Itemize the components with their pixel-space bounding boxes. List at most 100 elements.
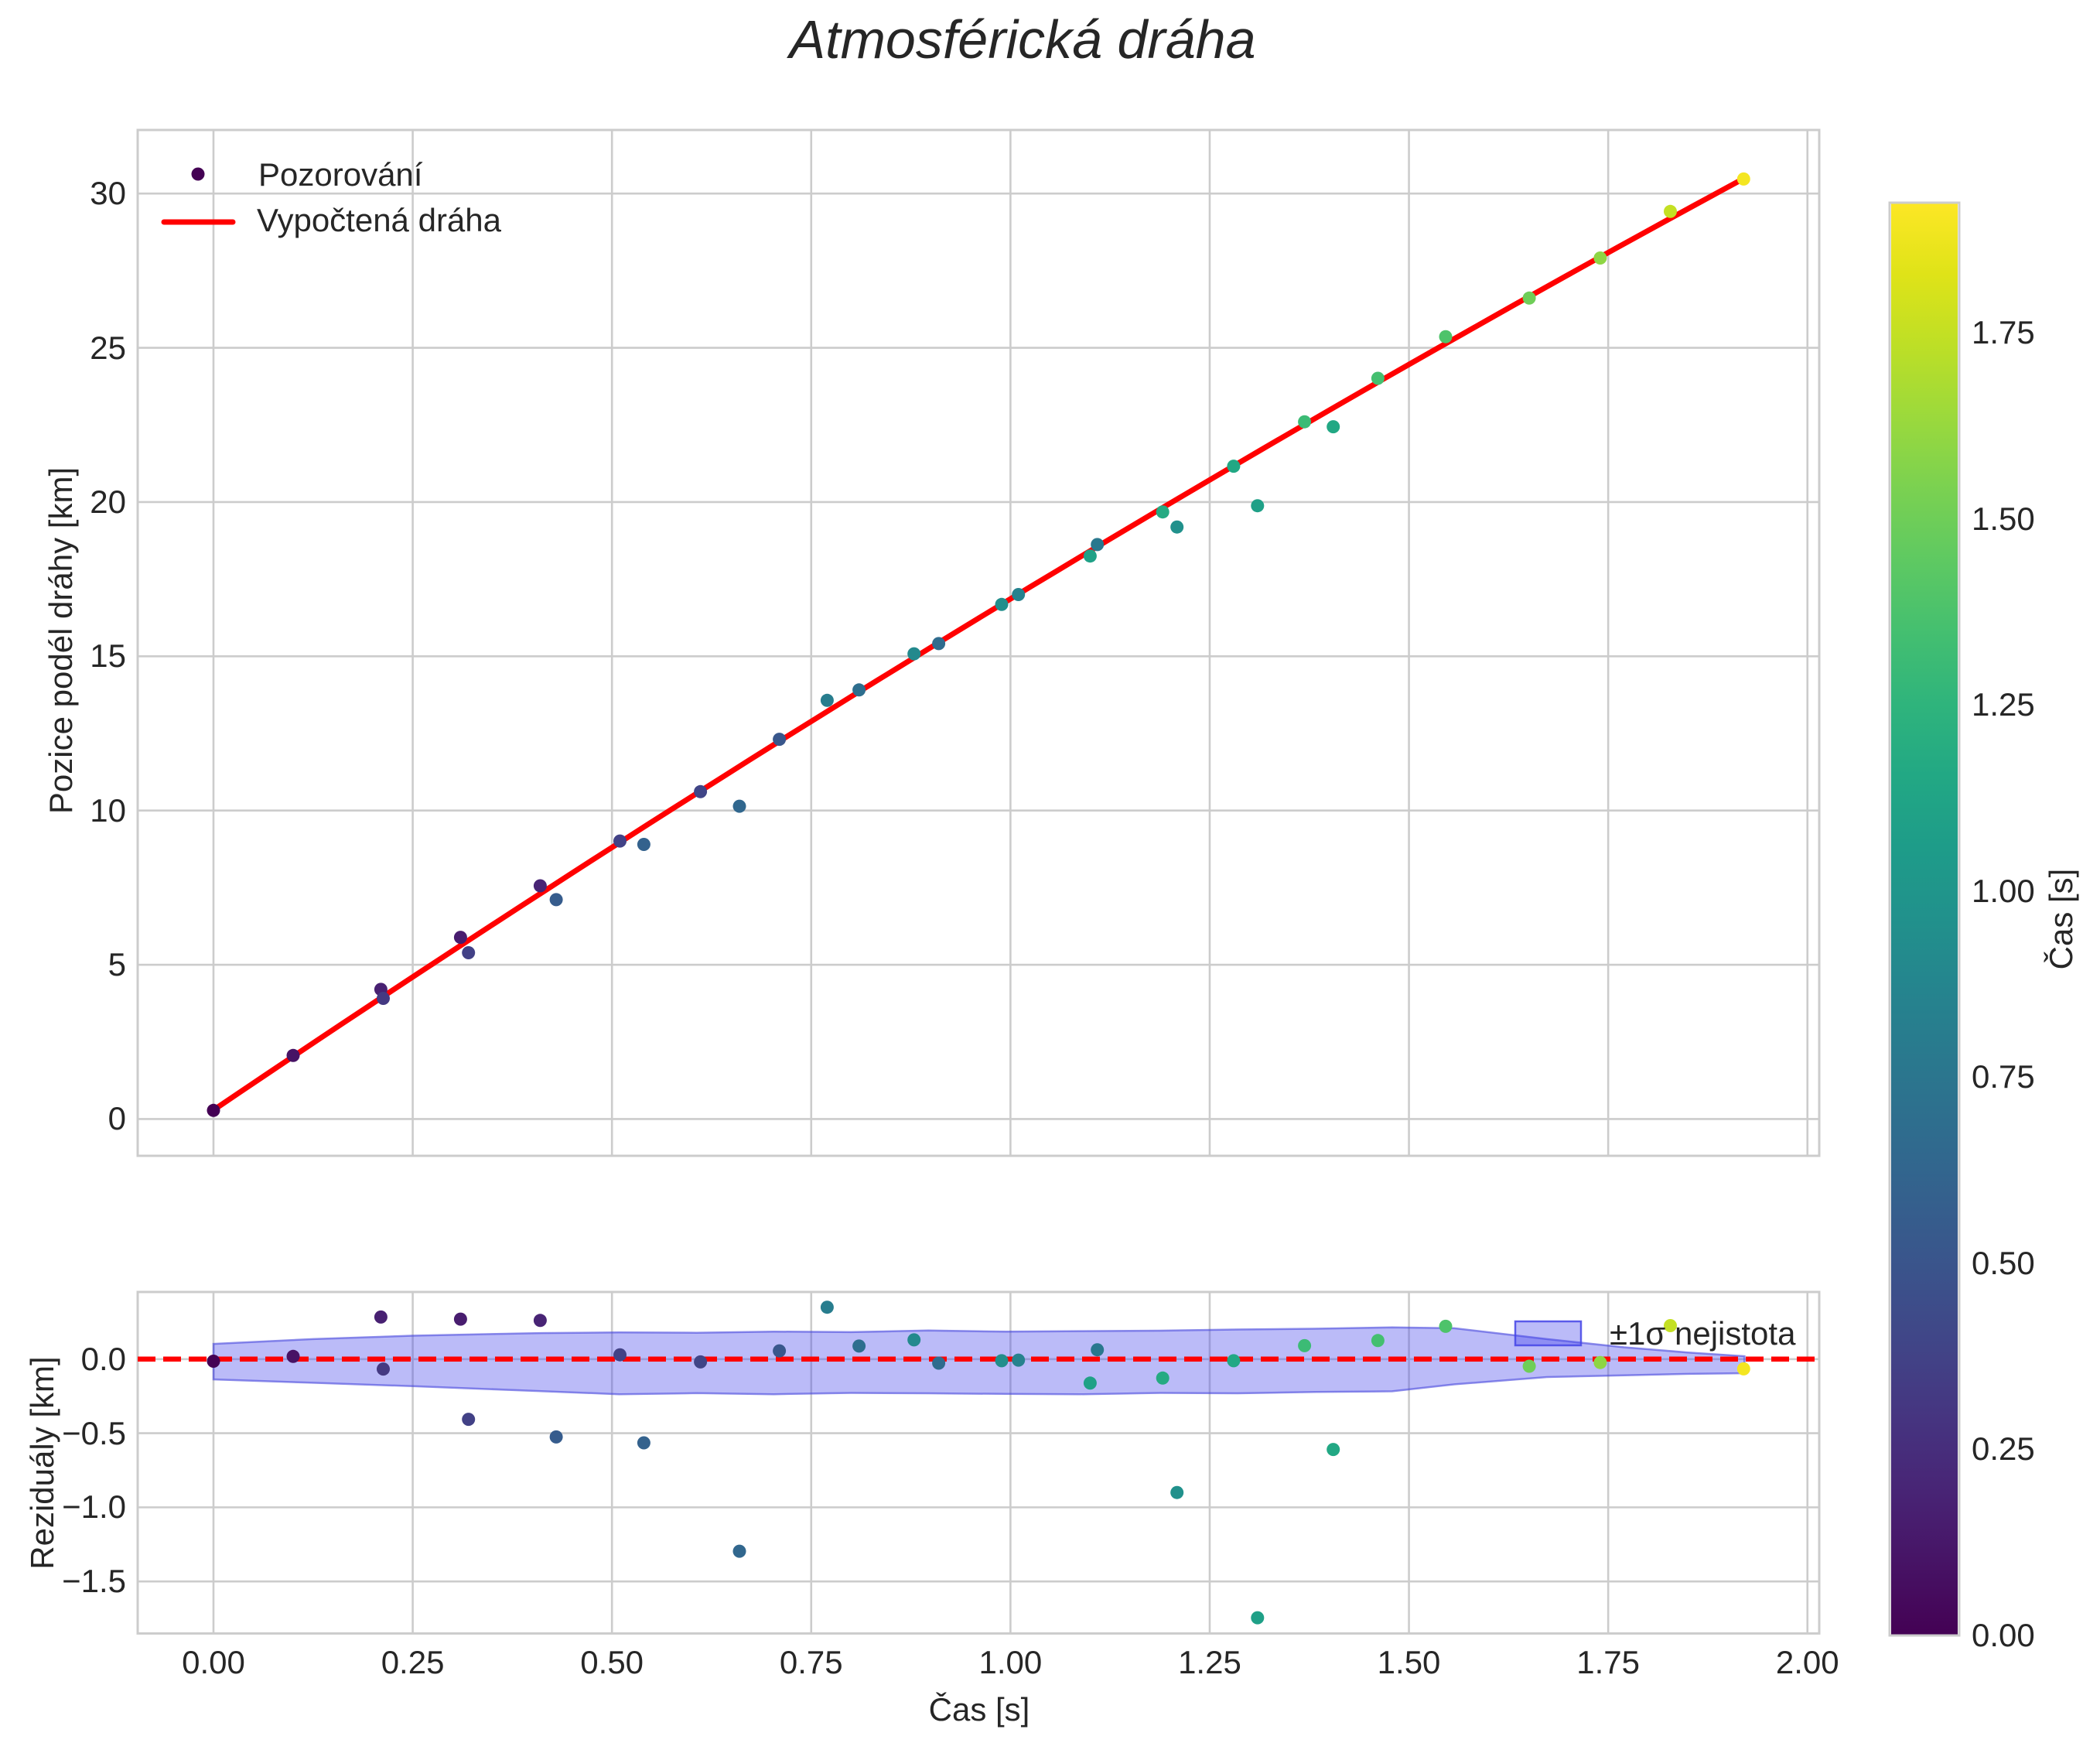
observation-point [549, 893, 563, 907]
observation-point [1593, 251, 1607, 265]
residual-point [1170, 1485, 1184, 1499]
residual-point [637, 1436, 650, 1450]
observation-point [637, 838, 650, 851]
residual-point [374, 1310, 388, 1324]
fit-line [211, 175, 1747, 1112]
residual-point [533, 1314, 547, 1328]
residual-point [1083, 1376, 1097, 1390]
observation-point [1083, 549, 1097, 563]
main-spines [136, 128, 1821, 1157]
residual-point [613, 1348, 627, 1362]
residual-y-tick-label: −1.0 [62, 1488, 126, 1526]
residual-plot [136, 1290, 1821, 1635]
residual-point [1736, 1362, 1750, 1376]
colorbar-tick-label: 0.75 [1972, 1058, 2035, 1095]
colorbar-tick-label: 0.25 [1972, 1430, 2035, 1468]
legend-label-band: ±1σ nejistota [1610, 1315, 1796, 1352]
residual-point [377, 1362, 390, 1376]
main-y-tick-label: 15 [90, 637, 126, 675]
residual-point [207, 1355, 220, 1368]
colorbar-tick-label: 1.50 [1972, 500, 2035, 537]
residual-point [907, 1333, 921, 1347]
residual-point [453, 1312, 467, 1326]
residual-y-tick-label: −0.5 [62, 1414, 126, 1451]
residual-point [852, 1339, 866, 1353]
residual-point [1664, 1319, 1677, 1332]
main-ylabel: Pozice podél dráhy [km] [43, 467, 79, 815]
colorbar-tick-label: 1.00 [1972, 872, 2035, 909]
residual-point [995, 1354, 1009, 1368]
residual-point [1091, 1343, 1105, 1357]
main-plot [136, 128, 1821, 1157]
x-tick-label: 1.50 [1377, 1644, 1441, 1680]
observation-point [1227, 460, 1241, 473]
observation-point [1327, 420, 1340, 434]
x-tick-label: 0.75 [779, 1644, 843, 1680]
observation-point [1091, 538, 1105, 552]
observation-point [1156, 505, 1170, 519]
legend-label-fit: Vypočtená dráha [257, 202, 502, 238]
x-tick-label: 0.25 [381, 1644, 445, 1680]
main-y-tick-label: 25 [90, 329, 126, 366]
colorbar-outline [1888, 201, 1961, 1637]
observation-point [1664, 204, 1677, 218]
main-y-tick-label: 20 [90, 483, 126, 520]
residual-point [1012, 1353, 1026, 1367]
residual-point [694, 1355, 708, 1369]
observation-point [286, 1048, 300, 1062]
residual-point [1251, 1611, 1265, 1625]
residual-point [549, 1430, 563, 1444]
observation-point [613, 834, 627, 848]
residual-point [1298, 1338, 1312, 1352]
observation-point [1298, 415, 1312, 429]
residual-point [1227, 1354, 1241, 1368]
residual-y-tick-label: −1.5 [62, 1563, 126, 1600]
legend-marker-observations [191, 167, 205, 181]
residual-point [732, 1544, 746, 1558]
residual-point [1593, 1355, 1607, 1369]
main-y-tick-label: 0 [108, 1100, 126, 1137]
colorbar-tick-label: 0.50 [1972, 1244, 2035, 1281]
colorbar-label: Čas [s] [2043, 868, 2079, 970]
x-tick-label: 1.25 [1178, 1644, 1241, 1680]
main-y-tick-label: 30 [90, 175, 126, 212]
colorbar-gradient [1891, 203, 1958, 1635]
observation-point [852, 683, 866, 697]
observation-point [1736, 172, 1750, 186]
residual-point [773, 1344, 787, 1358]
x-tick-label: 0.00 [182, 1644, 245, 1680]
main-y-tick-label: 5 [108, 946, 126, 983]
observation-point [1371, 371, 1385, 385]
colorbar-tick-label: 0.00 [1972, 1617, 2035, 1653]
residual-point [1156, 1371, 1170, 1385]
observation-point [377, 992, 390, 1005]
residual-point [820, 1300, 834, 1314]
observation-point [820, 693, 834, 707]
legend-patch-band [1514, 1320, 1583, 1347]
residual-point [1371, 1334, 1385, 1348]
x-tick-label: 1.75 [1576, 1644, 1641, 1680]
plot-title: Atmosférická dráha [789, 9, 1256, 70]
observation-point [1251, 499, 1265, 513]
observation-point [773, 733, 787, 747]
colorbar-tick-label: 1.25 [1972, 686, 2035, 723]
observation-point [207, 1103, 220, 1117]
xlabel: Čas [s] [928, 1691, 1030, 1728]
colorbar-tick-label: 1.75 [1972, 314, 2035, 351]
main-y-tick-label: 10 [90, 791, 126, 829]
residual-point [1522, 1359, 1536, 1373]
x-tick-label: 1.00 [978, 1644, 1043, 1680]
colorbar [1888, 201, 1961, 1637]
legend-label-observations: Pozorování [258, 156, 423, 193]
observation-point [907, 647, 921, 661]
observation-point [995, 597, 1009, 611]
observation-point [732, 799, 746, 813]
observation-point [1439, 330, 1453, 343]
x-tick-label: 0.50 [580, 1644, 644, 1680]
residual-y-tick-label: 0.0 [80, 1340, 126, 1377]
residual-point [286, 1349, 300, 1363]
residual-point [1439, 1319, 1453, 1333]
x-tick-label: 2.00 [1775, 1644, 1839, 1680]
observation-point [1170, 520, 1184, 534]
